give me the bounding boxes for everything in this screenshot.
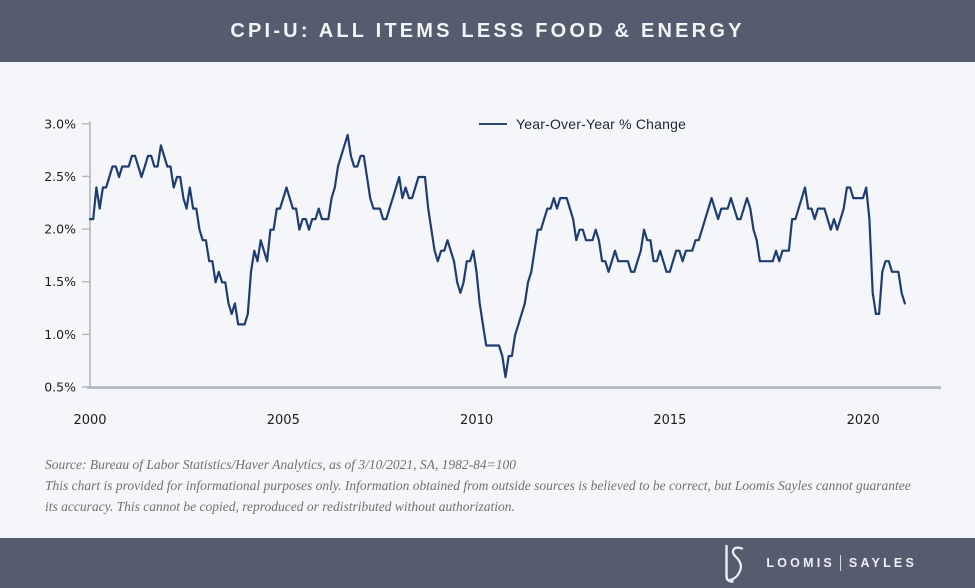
series-line <box>88 133 906 379</box>
x-tick-label-2010: 2010 <box>460 413 493 428</box>
legend: Year-Over-Year % Change <box>479 114 686 134</box>
y-tick-label-2: 2.0% <box>44 222 76 237</box>
legend-label: Year-Over-Year % Change <box>516 116 687 132</box>
x-tick-label-2020: 2020 <box>847 413 880 428</box>
brand-divider <box>839 555 841 571</box>
y-tick-label-1: 2.5% <box>44 169 76 184</box>
plot-svg: 3.0% 2.5% 2.0% 1.5% 1.0% 0.5% 2000 2005 … <box>44 116 941 428</box>
x-tick-label-2005: 2005 <box>267 413 300 428</box>
y-tick-label-5: 0.5% <box>44 380 76 395</box>
ls-monogram-icon <box>718 543 746 583</box>
y-tick-label-3: 1.5% <box>44 274 76 289</box>
x-tick-label-2015: 2015 <box>653 413 686 428</box>
loomis-sayles-logo: LOOMIS SAYLES <box>718 538 917 588</box>
y-tick-label-4: 1.0% <box>44 327 76 342</box>
brand-loomis: LOOMIS <box>766 556 835 570</box>
footer-bar: LOOMIS SAYLES <box>0 538 975 588</box>
header-bar: CPI-U: ALL ITEMS LESS FOOD & ENERGY <box>0 0 975 62</box>
y-tick-label-0: 3.0% <box>44 116 76 131</box>
disclaimer-line-2: its accuracy. This cannot be copied, rep… <box>45 499 515 514</box>
disclaimer-line-1: This chart is provided for informational… <box>45 478 911 493</box>
footnote: Source: Bureau of Labor Statistics/Haver… <box>45 454 940 517</box>
chart: 3.0% 2.5% 2.0% 1.5% 1.0% 0.5% 2000 2005 … <box>0 62 975 538</box>
legend-line-swatch <box>479 122 507 126</box>
brand-sayles: SAYLES <box>848 556 917 570</box>
source-text: Source: Bureau of Labor Statistics/Haver… <box>45 457 516 472</box>
x-tick-label-2000: 2000 <box>73 413 106 428</box>
page-title: CPI-U: ALL ITEMS LESS FOOD & ENERGY <box>230 19 745 42</box>
